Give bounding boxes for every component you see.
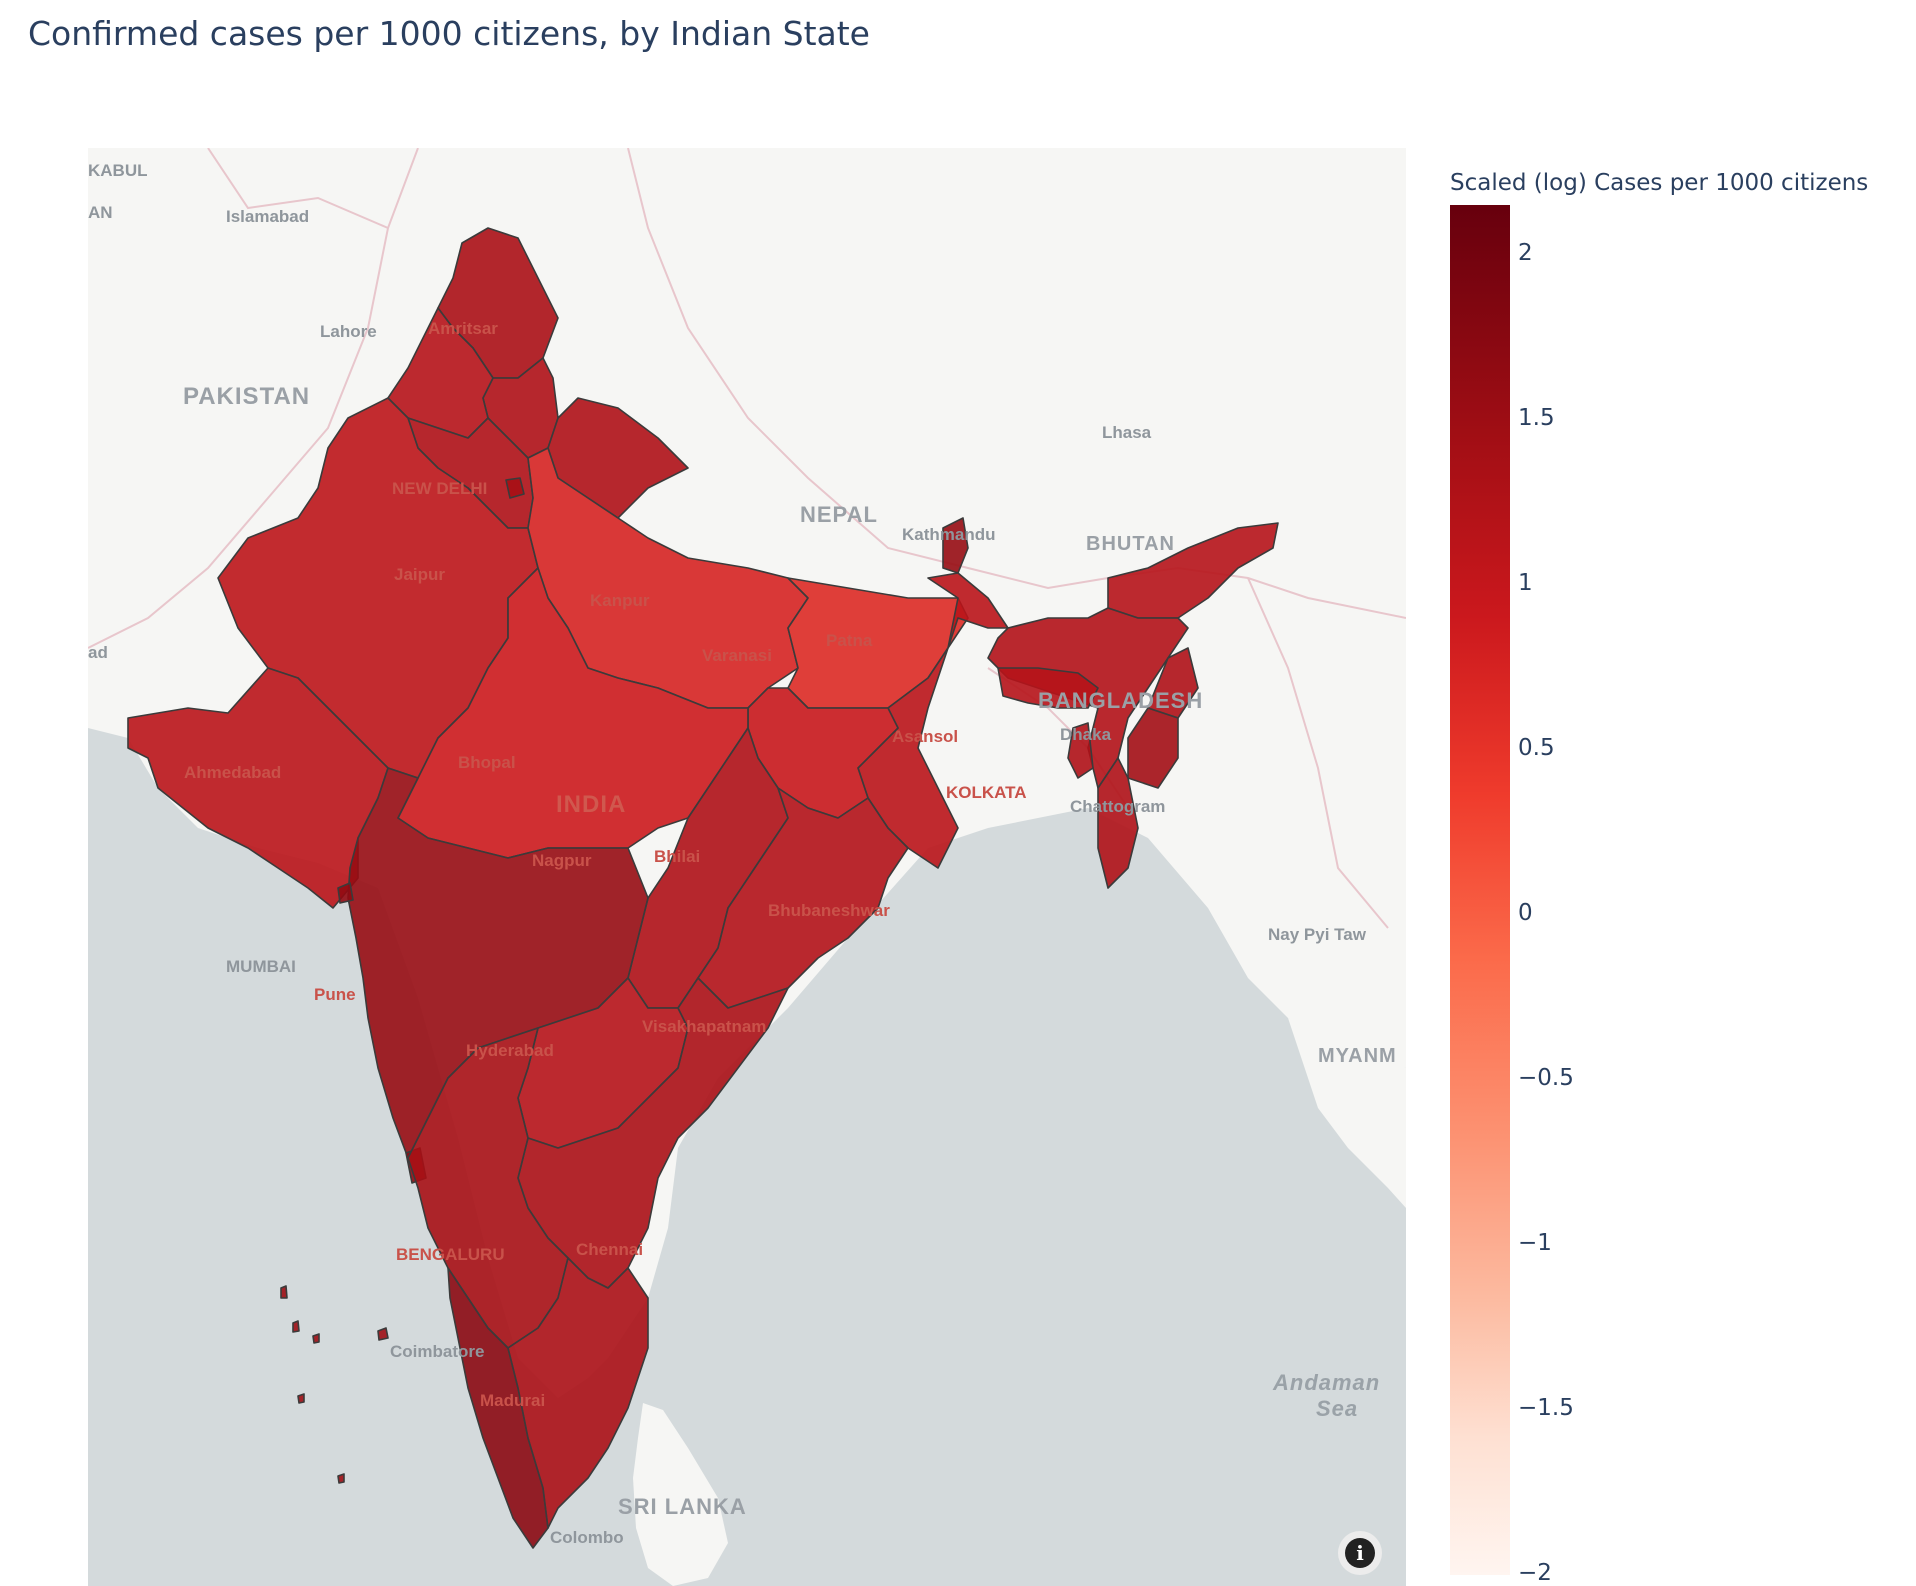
- label-ad: ad: [88, 643, 108, 662]
- chart-title: Confirmed cases per 1000 citizens, by In…: [28, 14, 870, 53]
- colorbar-title: Scaled (log) Cases per 1000 citizens: [1450, 170, 1869, 196]
- state-mizoram: [1097, 757, 1139, 889]
- label-asansol: Asansol: [892, 727, 958, 746]
- label-dhaka: Dhaka: [1060, 725, 1112, 744]
- label-lahore: Lahore: [320, 322, 377, 341]
- colorbar-tick: −1: [1518, 1229, 1552, 1256]
- colorbar-tick: 0.5: [1518, 734, 1555, 761]
- label-kanpur: Kanpur: [590, 591, 650, 610]
- label-chennai: Chennai: [576, 1240, 643, 1259]
- label-nay-pyi-taw: Nay Pyi Taw: [1268, 925, 1367, 944]
- label-kathmandu: Kathmandu: [902, 525, 996, 544]
- state-dadra-nagar-haveli: [337, 882, 354, 904]
- label-mumbai: MUMBAI: [226, 957, 296, 976]
- colorbar-tick: 1.5: [1518, 404, 1555, 431]
- label-india: INDIA: [556, 791, 626, 818]
- label-bhilai: Bhilai: [654, 847, 700, 866]
- colorbar-tick: 2: [1518, 239, 1533, 266]
- label-amritsar: Amritsar: [428, 319, 498, 338]
- country-labels: PAKISTAN NEPAL BHUTAN BANGLADESH INDIA S…: [183, 383, 1397, 1519]
- label-an: AN: [88, 203, 113, 222]
- basemap-water: [88, 728, 1406, 1586]
- map-svg[interactable]: PAKISTAN NEPAL BHUTAN BANGLADESH INDIA S…: [88, 148, 1406, 1586]
- state-odisha: [697, 787, 909, 1009]
- label-sea: Sea: [1316, 1396, 1358, 1421]
- state-sikkim: [942, 517, 969, 574]
- label-patna: Patna: [826, 631, 873, 650]
- lakshadweep-1: [280, 1285, 288, 1299]
- state-delhi: [505, 477, 525, 499]
- sea-labels: Andaman Sea: [1272, 1370, 1380, 1421]
- label-new-delhi: NEW DELHI: [392, 479, 487, 498]
- colorbar-tick: −2: [1518, 1560, 1552, 1586]
- lakshadweep-4: [377, 1327, 389, 1341]
- label-ahmedabad: Ahmedabad: [184, 763, 281, 782]
- label-nepal: NEPAL: [800, 502, 878, 527]
- state-kerala: [447, 1267, 549, 1549]
- colorbar-tick: −1.5: [1518, 1394, 1574, 1421]
- label-kabul: KABUL: [88, 161, 148, 180]
- label-pune: Pune: [314, 985, 356, 1004]
- label-coimbatore: Coimbatore: [390, 1342, 484, 1361]
- label-pakistan: PAKISTAN: [183, 383, 310, 410]
- colorbar-tick: 1: [1518, 569, 1533, 596]
- label-madurai: Madurai: [480, 1391, 545, 1410]
- states-layer: [127, 227, 1279, 1549]
- label-bhubaneshwar: Bhubaneshwar: [768, 901, 890, 920]
- colorbar-tick: 0: [1518, 899, 1533, 926]
- lakshadweep-3: [312, 1333, 320, 1344]
- state-tripura: [1067, 722, 1094, 779]
- city-labels: KABUL AN Islamabad Lahore Amritsar NEW D…: [88, 161, 1367, 1547]
- label-bhutan: BHUTAN: [1086, 533, 1175, 555]
- info-icon: i: [1345, 1538, 1375, 1568]
- label-visakhapatnam: Visakhapatnam: [642, 1017, 766, 1036]
- map-area[interactable]: PAKISTAN NEPAL BHUTAN BANGLADESH INDIA S…: [88, 148, 1406, 1586]
- label-andaman: Andaman: [1272, 1370, 1380, 1395]
- label-bengaluru: BENGALURU: [396, 1245, 505, 1264]
- state-west-bengal: [857, 572, 1009, 869]
- label-colombo: Colombo: [550, 1528, 624, 1547]
- sri-lanka-land: [633, 1403, 728, 1586]
- label-myanmar: MYANM: [1318, 1045, 1397, 1067]
- label-varanasi: Varanasi: [702, 646, 772, 665]
- state-meghalaya: [997, 667, 1099, 709]
- label-bangladesh: BANGLADESH: [1038, 688, 1203, 713]
- label-hyderabad: Hyderabad: [466, 1041, 554, 1060]
- myanmar-coast-land: [1288, 1018, 1406, 1208]
- lakshadweep-5: [297, 1393, 305, 1404]
- label-sri-lanka: SRI LANKA: [618, 1494, 747, 1519]
- label-islamabad: Islamabad: [226, 207, 309, 226]
- label-kolkata: KOLKATA: [946, 783, 1027, 802]
- label-lhasa: Lhasa: [1102, 423, 1152, 442]
- label-nagpur: Nagpur: [532, 851, 592, 870]
- state-tamil-nadu: [507, 1257, 649, 1529]
- colorbar: [1450, 205, 1510, 1575]
- state-nagaland: [1147, 647, 1199, 719]
- lakshadweep-6: [337, 1473, 345, 1484]
- label-bhopal: Bhopal: [458, 753, 516, 772]
- label-jaipur: Jaipur: [394, 565, 445, 584]
- map-attribution-info-button[interactable]: i: [1338, 1531, 1382, 1575]
- lakshadweep-2: [292, 1320, 300, 1333]
- label-chattogram: Chattogram: [1070, 797, 1165, 816]
- colorbar-tick: −0.5: [1518, 1064, 1574, 1091]
- state-manipur: [1127, 707, 1179, 789]
